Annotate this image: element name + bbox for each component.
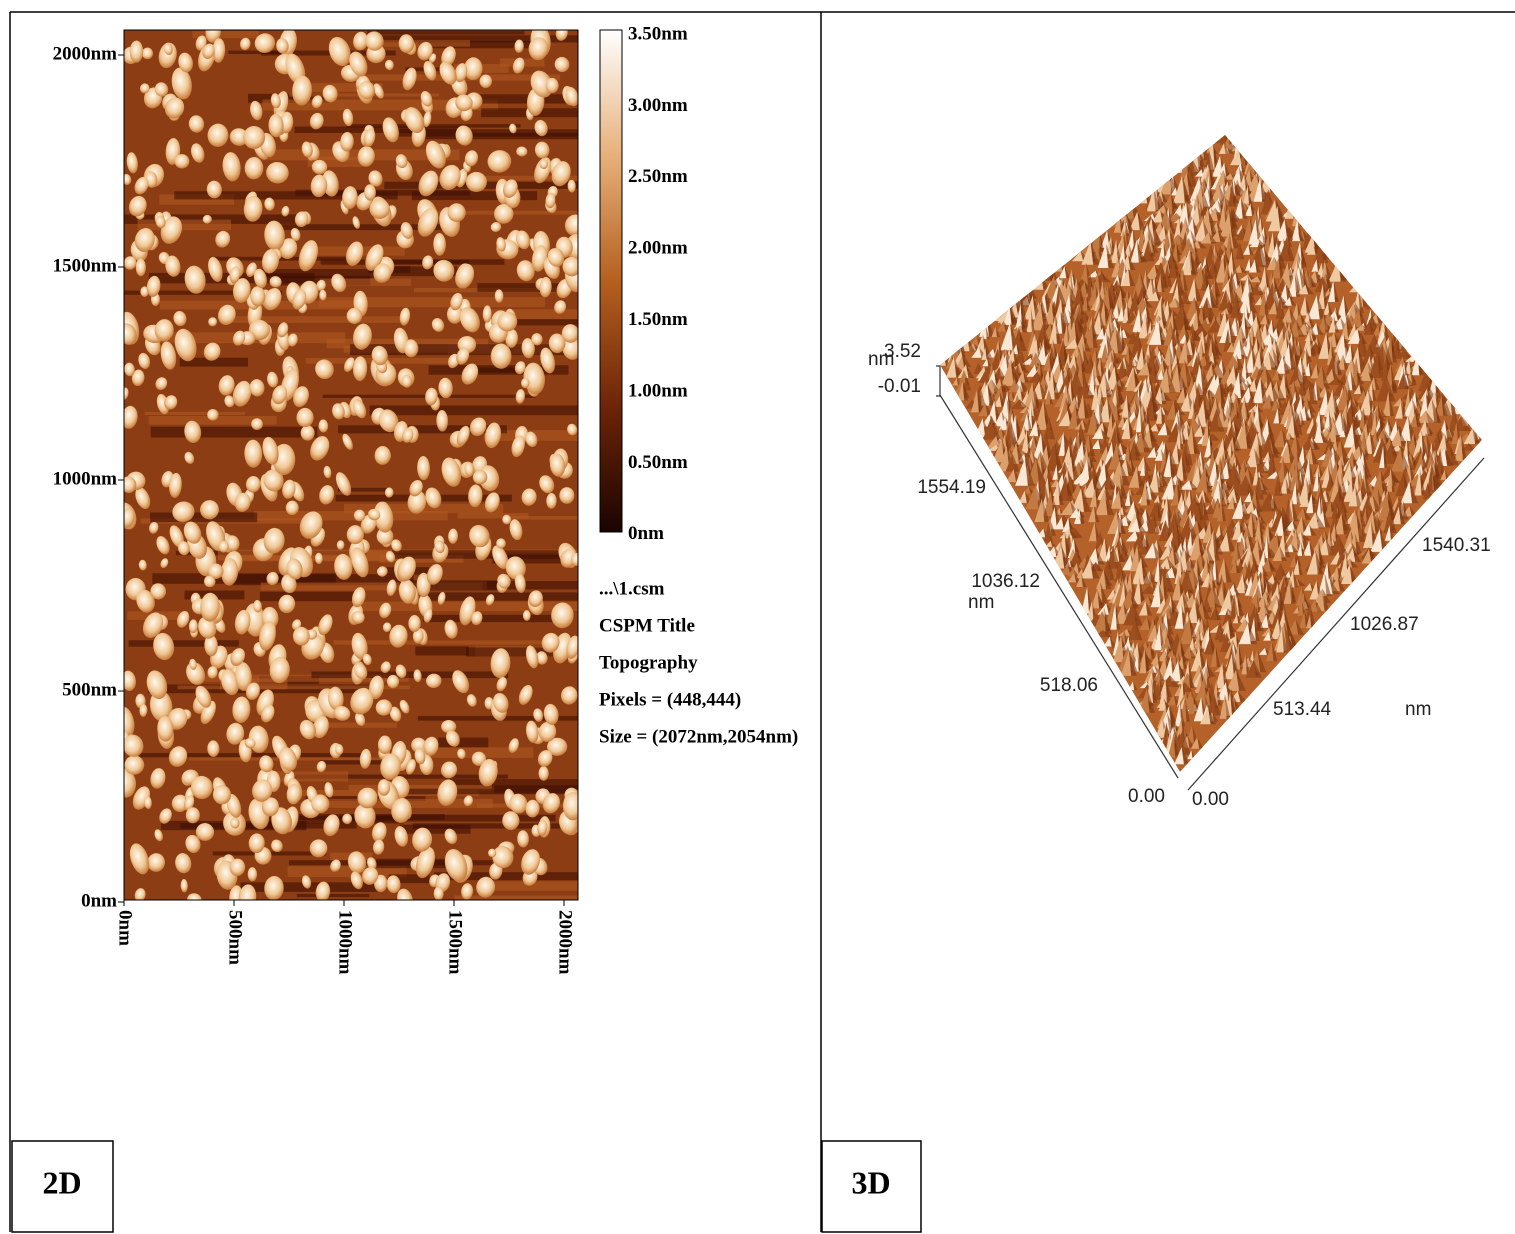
streak: [319, 297, 545, 307]
peak: [1161, 168, 1172, 194]
streak: [137, 220, 231, 231]
peak: [1032, 274, 1043, 289]
grain: [408, 615, 420, 632]
streak: [334, 640, 558, 644]
peak: [1210, 125, 1222, 143]
peak: [1055, 252, 1062, 272]
peak-shade: [1362, 287, 1368, 299]
streak: [151, 427, 318, 438]
peak: [1038, 265, 1050, 279]
peak: [992, 305, 1001, 321]
peak: [1114, 214, 1121, 233]
peak: [1400, 336, 1407, 350]
streak: [129, 640, 239, 646]
peak: [953, 330, 959, 351]
streak: [400, 825, 471, 834]
peak-shade: [1478, 415, 1486, 439]
peak-shade: [1226, 125, 1232, 138]
figure: 2D 3D 2000nm1500nm1000nm500nm0nm0nm500nm…: [0, 0, 1515, 1234]
peak-shade: [1459, 398, 1464, 415]
peak: [1042, 258, 1050, 281]
streak: [484, 881, 607, 890]
streak: [297, 894, 369, 897]
grain: [385, 487, 394, 497]
peak-shade: [1256, 149, 1265, 173]
streak: [311, 671, 508, 678]
panel-label: 3D: [851, 1164, 890, 1200]
streak: [423, 615, 555, 622]
peak: [1220, 132, 1226, 145]
grain: [250, 286, 265, 306]
peak-shade: [1231, 115, 1239, 143]
peak-shade: [1415, 353, 1425, 361]
peak-shade: [1298, 201, 1304, 226]
grain: [447, 203, 465, 222]
peak-shade: [1433, 368, 1438, 385]
grain: [354, 510, 365, 522]
streak: [367, 31, 524, 35]
peak-shade: [1356, 285, 1363, 293]
streak: [144, 412, 245, 415]
afm-3d-surface: [938, 115, 1486, 772]
peak-shade: [1238, 143, 1245, 151]
grain: [296, 408, 313, 427]
peak: [1122, 192, 1134, 218]
streak: [370, 405, 586, 415]
grain: [563, 792, 582, 820]
peak: [951, 326, 960, 353]
streak: [415, 646, 469, 655]
peak: [1138, 192, 1147, 203]
peak-shade: [1229, 131, 1234, 142]
grain: [378, 779, 390, 796]
grain: [539, 766, 549, 781]
panel-label: 2D: [42, 1164, 81, 1200]
peak: [1292, 201, 1300, 226]
peak-shade: [1401, 332, 1410, 346]
peak-shade: [1405, 336, 1410, 350]
peak: [1219, 125, 1227, 138]
peak: [1014, 287, 1021, 302]
peak-shade: [1399, 321, 1407, 346]
peak-shade: [1457, 390, 1466, 412]
peak: [938, 353, 946, 366]
streak: [438, 738, 488, 748]
grain: [523, 610, 531, 621]
peak-shade: [1424, 352, 1432, 374]
peak: [998, 292, 1008, 312]
streak: [504, 516, 693, 520]
streak: [420, 592, 617, 600]
streak: [260, 592, 360, 602]
colorbar: [600, 30, 622, 532]
afm-2d-image: [112, 20, 714, 912]
peak-shade: [1419, 345, 1425, 369]
grain: [387, 675, 399, 688]
